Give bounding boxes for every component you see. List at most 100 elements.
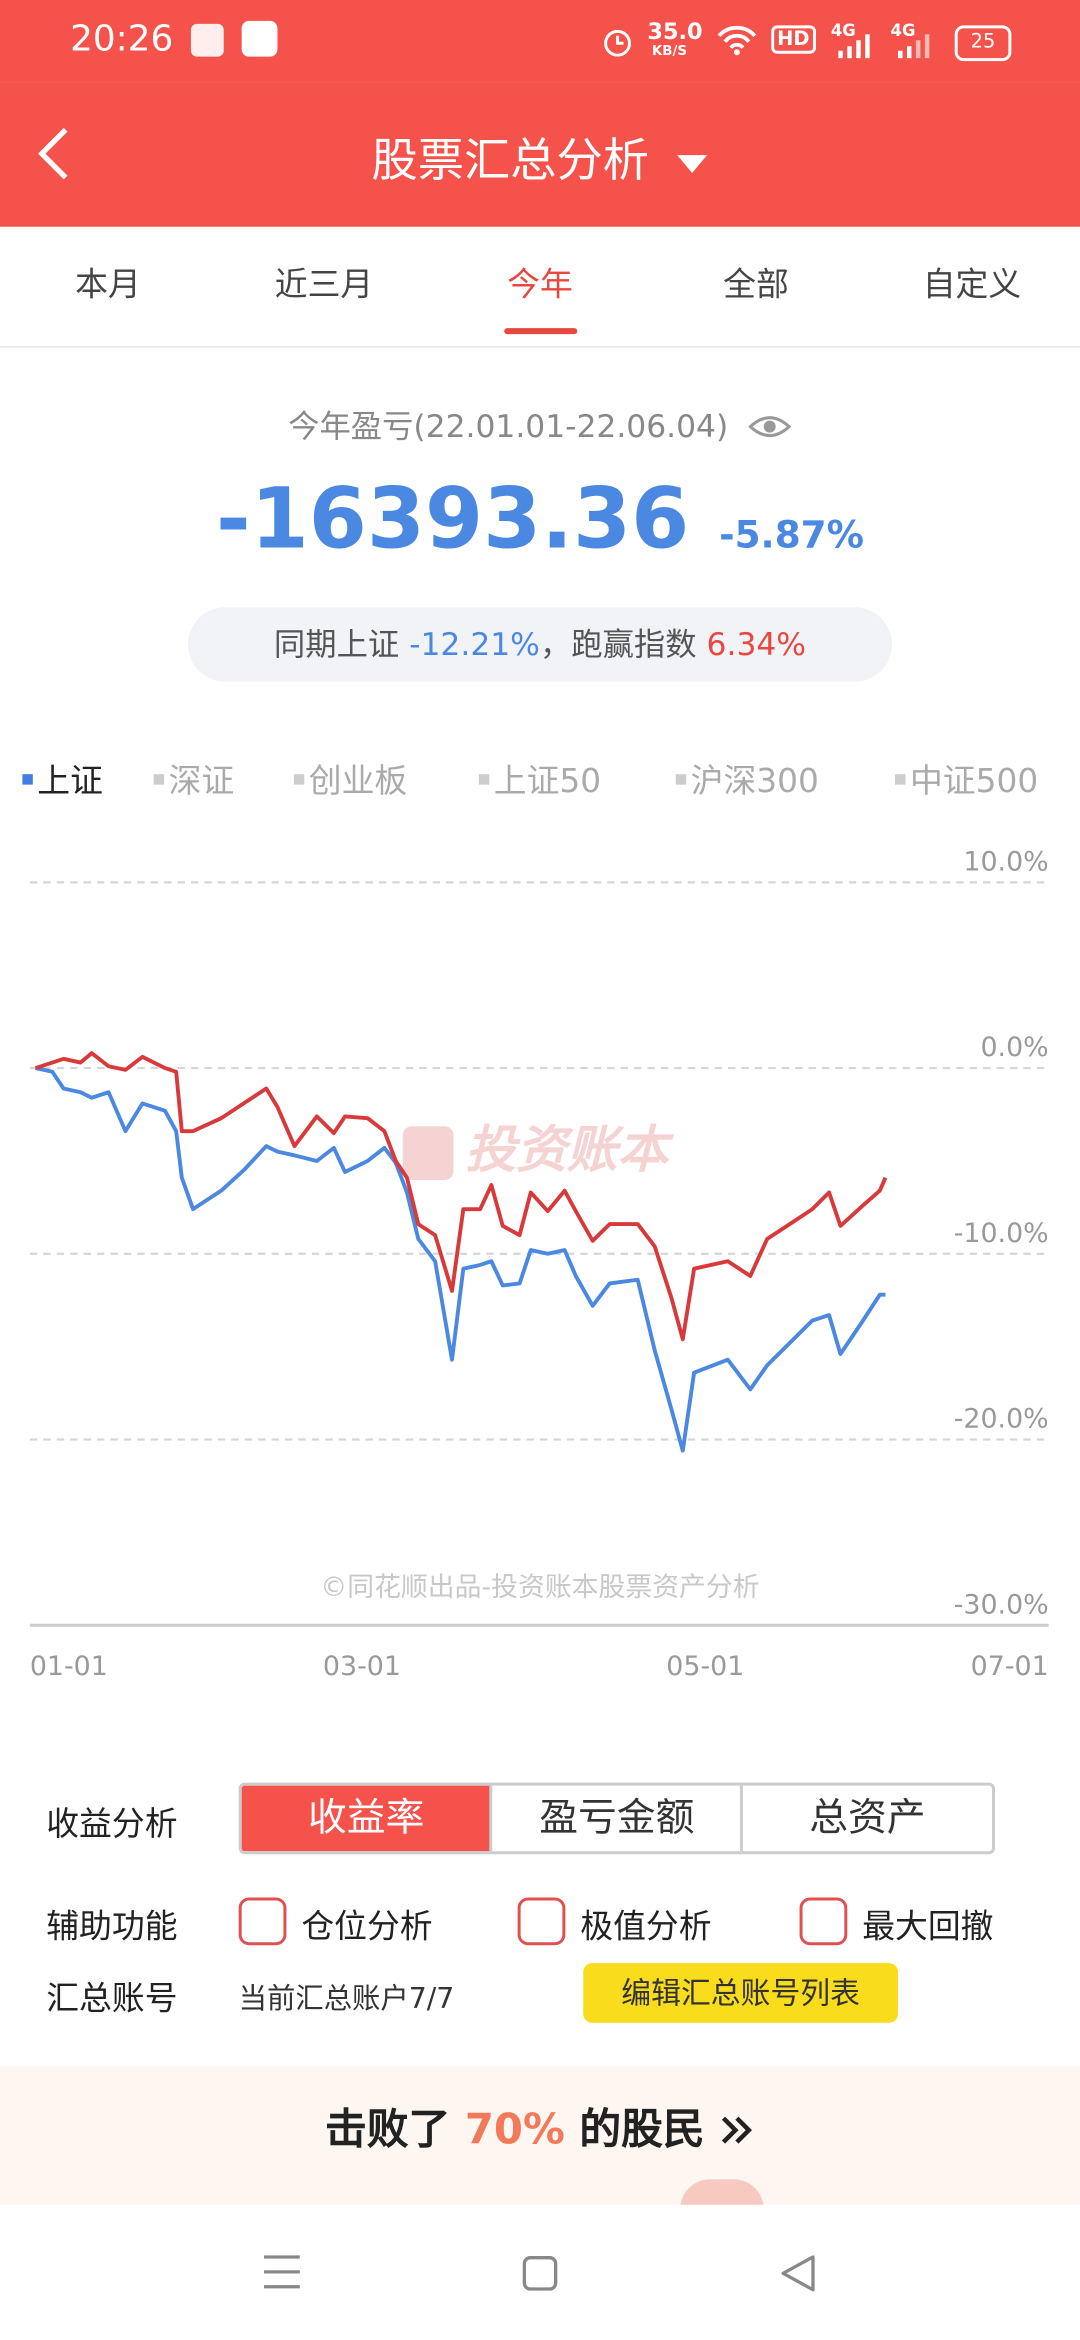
period-tab[interactable]: 本月 [75, 267, 141, 305]
home-button[interactable] [522, 2255, 558, 2291]
wifi-icon [717, 25, 757, 56]
clock: 20:26 [70, 17, 174, 60]
analysis-label: 收益分析 [46, 1806, 178, 1844]
footnote: ©同花顺出品-投资账本股票资产分析 [320, 1572, 759, 1603]
index-marker [153, 773, 165, 784]
rank-banner[interactable]: 击败了 70% 的股民 [0, 2066, 1080, 2240]
index-tab[interactable]: 上证50 [478, 755, 602, 803]
y-tick-label: 0.0% [980, 1032, 1048, 1063]
summary-values: -16393.36 -5.87% [0, 471, 1080, 568]
analysis-option[interactable]: 盈亏金额 [489, 1785, 741, 1852]
hd-icon: HD [771, 25, 816, 54]
checkbox[interactable] [238, 1897, 287, 1946]
aux-label: 辅助功能 [46, 1909, 178, 1947]
index-marker [675, 773, 687, 784]
checkbox-label: 极值分析 [580, 1909, 712, 1947]
analysis-label-wrap: 收益分析 [46, 1798, 177, 1846]
period-tabs: 本月 近三月 今年 全部 自定义 [0, 227, 1080, 348]
index-marker [895, 773, 906, 784]
index-marker [293, 773, 305, 784]
checkbox[interactable] [799, 1897, 848, 1946]
summary-label: 今年盈亏(22.01.01-22.06.04) [288, 408, 729, 445]
index-tab-label: 上证 [37, 763, 103, 802]
network-unit: KB/S [651, 44, 688, 60]
chevrons [722, 2116, 753, 2144]
battery: 25 [954, 25, 1012, 62]
battery-level: 25 [970, 31, 996, 54]
app-icon [190, 23, 224, 57]
status-bar: 20:26 35.0 KB/S HD 4G 4G 25 [0, 0, 1080, 83]
index-return: -12.21% [409, 626, 540, 663]
edit-accounts-text: 编辑汇总账号列表 [621, 1975, 860, 2011]
rank-suffix: 的股民 [579, 2104, 705, 2155]
period-tab[interactable]: 近三月 [274, 267, 374, 305]
account-label: 汇总账号 [46, 1980, 178, 2019]
y-tick-label: 10.0% [963, 846, 1048, 877]
rank-prefix: 击败了 [324, 2104, 451, 2155]
index-tab-label: 创业板 [308, 763, 408, 802]
dropdown-arrow [677, 155, 707, 174]
analysis-option[interactable]: 收益率 [241, 1785, 491, 1852]
compare-pill: 同期上证 -12.21%，跑赢指数 6.34% [187, 607, 893, 682]
compare-prefix: 同期上证 [273, 626, 400, 663]
x-tick-label: 01-01 [30, 1651, 108, 1682]
signal-icon [898, 34, 930, 59]
compare-middle: ，跑赢指数 [539, 626, 697, 663]
series-line [35, 1066, 886, 1453]
signal-label: 4G [890, 20, 916, 41]
watermark-logo [402, 1126, 454, 1180]
summary-label-row: 今年盈亏(22.01.01-22.06.04) [0, 403, 1080, 448]
signal-icon [838, 34, 870, 59]
x-tick-label: 07-01 [971, 1651, 1049, 1682]
top-bar: 股票汇总分析 [0, 82, 1080, 227]
alarm-icon [604, 29, 631, 57]
x-tick-label: 03-01 [323, 1651, 401, 1682]
profit-rate: -5.87% [719, 513, 864, 557]
title-dropdown[interactable]: 股票汇总分析 [0, 122, 1080, 189]
account-value: 当前汇总账户7/7 [238, 1982, 455, 2016]
checkbox-label: 仓位分析 [301, 1909, 433, 1947]
index-tab[interactable]: 中证500 [895, 755, 1038, 803]
rank-text: 击败了 70% 的股民 [0, 2066, 1080, 2194]
edit-accounts-button[interactable]: 编辑汇总账号列表 [583, 1963, 899, 2023]
y-tick-label: -10.0% [954, 1218, 1049, 1249]
back-nav-button[interactable] [779, 2254, 818, 2293]
index-tab-label: 深证 [168, 763, 235, 802]
app-icon [241, 20, 278, 57]
index-tab-label: 中证500 [909, 763, 1039, 802]
index-tab[interactable]: 沪深300 [675, 755, 819, 803]
period-tab[interactable]: 全部 [723, 267, 789, 305]
series-line [34, 1051, 888, 1342]
index-tab[interactable]: 深证 [153, 755, 235, 803]
aux-label-wrap: 辅助功能 [46, 1900, 177, 1948]
checkbox-label: 最大回撤 [862, 1909, 994, 1947]
back-button[interactable] [33, 124, 78, 184]
nav-bar [0, 2204, 1080, 2340]
account-label-wrap: 汇总账号 [46, 1972, 177, 2020]
profit-amount: -16393.36 [215, 471, 690, 569]
excess-return: 6.34% [706, 626, 807, 663]
y-tick-label: -30.0% [954, 1589, 1049, 1620]
period-tab[interactable]: 自定义 [922, 267, 1022, 305]
y-tick-label: -20.0% [954, 1404, 1049, 1435]
index-tab-label: 沪深300 [690, 763, 819, 802]
menu-button[interactable] [263, 2254, 302, 2290]
page-title: 股票汇总分析 [371, 134, 649, 188]
x-tick-label: 05-01 [666, 1651, 744, 1682]
account-value-wrap: 当前汇总账户7/7 [239, 1977, 455, 2017]
line-chart: 投资账本 ©同花顺出品-投资账本股票资产分析 10.0% 0.0% -10.0% -20.… [30, 846, 1049, 1682]
checkbox[interactable] [517, 1897, 566, 1946]
index-tab[interactable]: 创业板 [293, 755, 408, 803]
index-marker [22, 773, 33, 784]
index-tab[interactable]: 上证 [22, 755, 103, 803]
eye-icon[interactable] [747, 412, 792, 442]
period-tab[interactable]: 今年 [432, 227, 648, 346]
watermark: 投资账本 [465, 1120, 674, 1179]
analysis-option[interactable]: 总资产 [739, 1785, 992, 1852]
index-tab-label: 上证50 [493, 763, 602, 802]
signal-label: 4G [830, 20, 856, 41]
index-marker [478, 773, 490, 784]
analysis-options: 收益率 盈亏金额 总资产 [238, 1782, 995, 1855]
